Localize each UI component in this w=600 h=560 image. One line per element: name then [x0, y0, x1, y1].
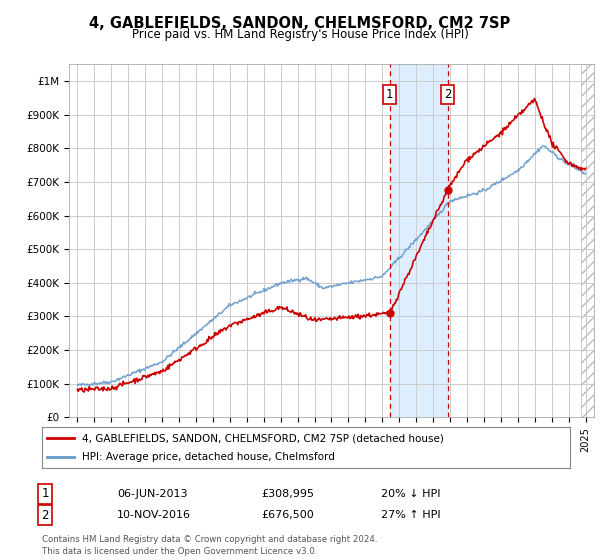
Text: 10-NOV-2016: 10-NOV-2016: [117, 510, 191, 520]
Text: 27% ↑ HPI: 27% ↑ HPI: [381, 510, 440, 520]
Text: 1: 1: [41, 487, 49, 501]
Text: 06-JUN-2013: 06-JUN-2013: [117, 489, 187, 499]
Bar: [389, 64, 448, 417]
Text: 20% ↓ HPI: 20% ↓ HPI: [381, 489, 440, 499]
Text: 4, GABLEFIELDS, SANDON, CHELMSFORD, CM2 7SP (detached house): 4, GABLEFIELDS, SANDON, CHELMSFORD, CM2 …: [82, 433, 443, 443]
Text: £676,500: £676,500: [261, 510, 314, 520]
Text: 2: 2: [444, 88, 451, 101]
Text: 1: 1: [386, 88, 394, 101]
Text: Contains HM Land Registry data © Crown copyright and database right 2024.: Contains HM Land Registry data © Crown c…: [42, 535, 377, 544]
Text: 4, GABLEFIELDS, SANDON, CHELMSFORD, CM2 7SP: 4, GABLEFIELDS, SANDON, CHELMSFORD, CM2 …: [89, 16, 511, 31]
Bar: [581, 64, 595, 417]
Text: HPI: Average price, detached house, Chelmsford: HPI: Average price, detached house, Chel…: [82, 452, 334, 461]
Text: £308,995: £308,995: [261, 489, 314, 499]
Text: Price paid vs. HM Land Registry's House Price Index (HPI): Price paid vs. HM Land Registry's House …: [131, 28, 469, 41]
Text: This data is licensed under the Open Government Licence v3.0.: This data is licensed under the Open Gov…: [42, 547, 317, 556]
Text: 2: 2: [41, 508, 49, 522]
